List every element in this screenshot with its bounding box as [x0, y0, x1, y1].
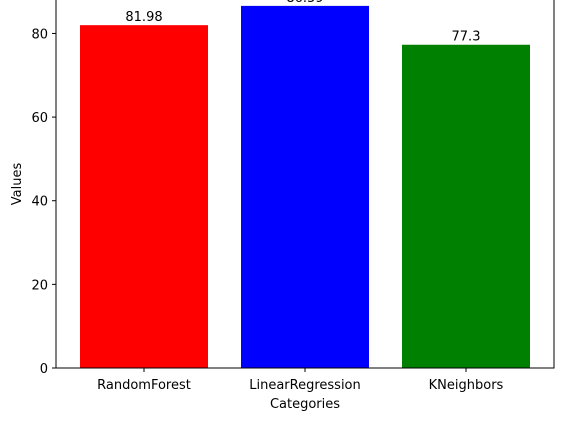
- data-label-linearregression: 86.59: [286, 0, 323, 6]
- bar-randomforest: [80, 25, 208, 368]
- y-tick-label: 20: [31, 278, 48, 293]
- data-label-kneighbors: 77.3: [452, 30, 481, 45]
- x-axis-label: Categories: [270, 397, 340, 412]
- y-tick-label: 60: [31, 111, 48, 126]
- bar-linearregression: [241, 5, 369, 369]
- x-tick-label-kneighbors: KNeighbors: [429, 378, 504, 393]
- y-axis-label: Values: [10, 163, 25, 206]
- y-tick-label: 40: [31, 195, 48, 210]
- data-label-randomforest: 81.98: [125, 10, 162, 25]
- x-tick-label-linearregression: LinearRegression: [249, 378, 361, 393]
- y-tick-label: 0: [40, 362, 48, 377]
- bar-kneighbors: [402, 44, 530, 368]
- x-tick-label-randomforest: RandomForest: [97, 378, 191, 393]
- y-tick-label: 80: [31, 27, 48, 42]
- plot-frame: [55, 0, 555, 369]
